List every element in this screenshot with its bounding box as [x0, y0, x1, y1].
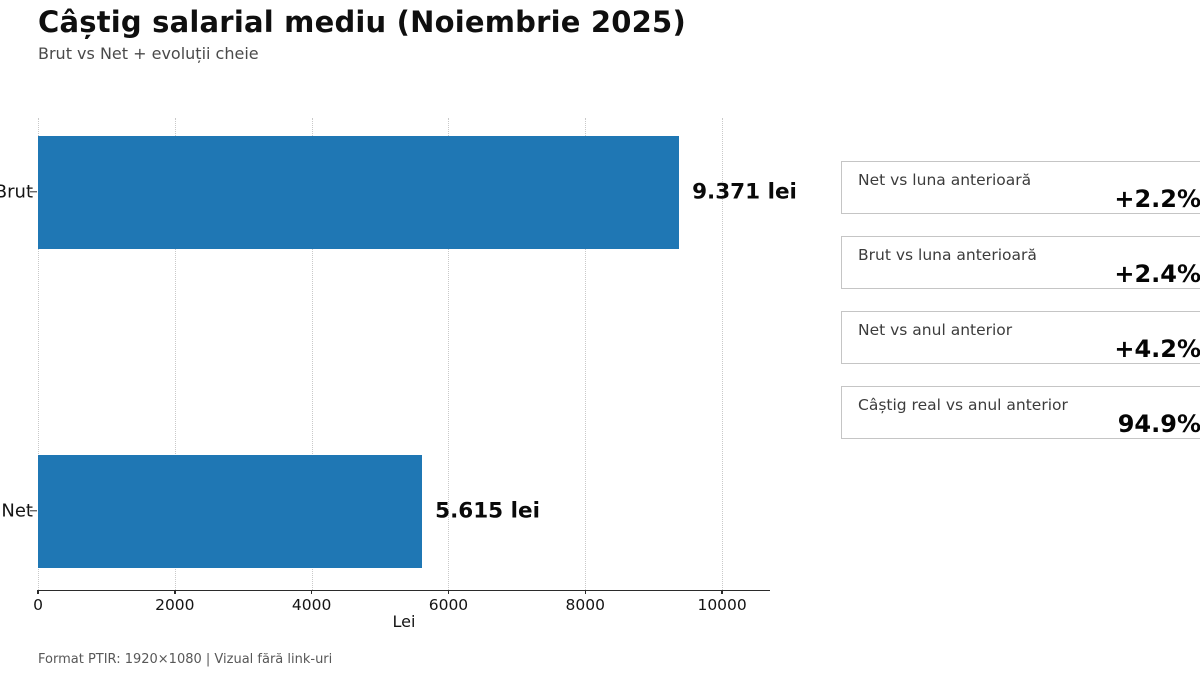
gridline	[722, 118, 724, 590]
stat-card-label: Net vs luna anterioară	[858, 171, 1032, 189]
stat-card: Net vs anul anterior +4.2%	[841, 311, 1200, 364]
x-tick-label: 4000	[291, 596, 332, 614]
page-subtitle: Brut vs Net + evoluții cheie	[38, 44, 259, 63]
stat-card: Câștig real vs anul anterior 94.9%	[841, 386, 1200, 439]
stat-card: Net vs luna anterioară +2.2%	[841, 161, 1200, 214]
x-axis-line	[38, 590, 770, 591]
gridline	[38, 118, 39, 590]
stat-card-label: Brut vs luna anterioară	[858, 246, 1037, 264]
x-tick-label: 6000	[428, 596, 469, 614]
bar-chart-plot-area: 0 2000 4000 6000 8000 10000 9.371 lei 5.615 lei	[33, 118, 797, 614]
x-tick-label: 8000	[565, 596, 606, 614]
footer-note: Format PTIR: 1920×1080 | Vizual fără lin…	[38, 652, 333, 667]
y-tick-mark	[30, 510, 37, 512]
bar-value-label: 9.371 lei	[692, 179, 797, 205]
x-axis-title: Lei	[392, 612, 416, 631]
x-tick-label: 0	[33, 596, 43, 614]
x-tick-label: 10000	[697, 596, 747, 614]
page-title: Câștig salarial mediu (Noiembrie 2025)	[38, 5, 686, 39]
gridline	[174, 118, 176, 590]
gridline	[585, 118, 587, 590]
category-label-brut: Brut	[0, 181, 33, 203]
x-tick-mark	[310, 590, 313, 594]
stat-card-label: Net vs anul anterior	[858, 321, 1013, 339]
stat-card: Brut vs luna anterioară +2.4%	[841, 236, 1200, 289]
y-tick-mark	[30, 191, 37, 193]
bar-brut	[38, 135, 680, 249]
x-tick-mark	[721, 590, 723, 594]
stat-card-value: +4.2%	[1114, 335, 1200, 363]
x-tick-mark	[584, 590, 586, 594]
x-tick-mark	[37, 590, 39, 594]
gridline	[448, 118, 450, 590]
stat-card-value: +2.2%	[1114, 185, 1200, 213]
x-tick-mark	[447, 590, 450, 594]
category-label-net: Net	[1, 500, 33, 522]
x-tick-mark	[174, 590, 176, 594]
bar-value-label: 5.615 lei	[435, 498, 540, 524]
bar-net	[38, 454, 423, 568]
x-tick-label: 2000	[155, 596, 195, 614]
gridline	[311, 118, 313, 590]
stat-card-value: 94.9%	[1117, 410, 1200, 438]
stat-card-label: Câștig real vs anul anterior	[858, 396, 1068, 414]
stat-card-value: +2.4%	[1114, 260, 1200, 288]
